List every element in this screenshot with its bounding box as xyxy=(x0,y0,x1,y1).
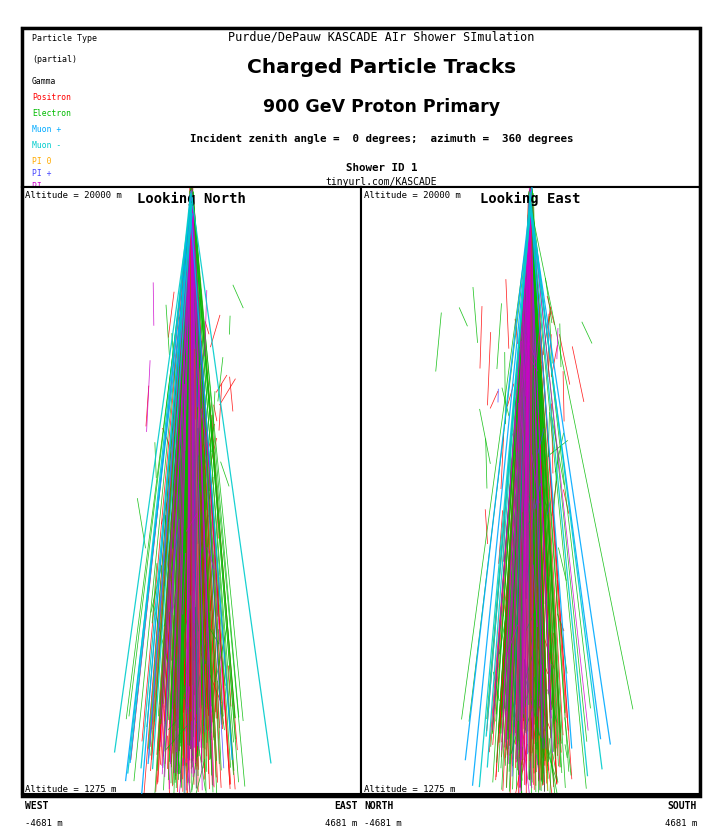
Text: Altitude = 1275 m: Altitude = 1275 m xyxy=(365,784,456,793)
Text: Charged Particle Tracks: Charged Particle Tracks xyxy=(247,58,516,77)
Text: PI +: PI + xyxy=(32,169,51,178)
Text: -4681 m: -4681 m xyxy=(365,818,402,828)
Text: -4681 m: -4681 m xyxy=(25,818,63,828)
Text: Purdue/DePauw KASCADE AIr Shower SImulation: Purdue/DePauw KASCADE AIr Shower SImulat… xyxy=(228,31,534,43)
Text: Altitude = 20000 m: Altitude = 20000 m xyxy=(25,191,122,200)
Text: Looking North: Looking North xyxy=(137,191,245,206)
Text: Muon +: Muon + xyxy=(32,125,61,134)
Text: (partial): (partial) xyxy=(32,54,77,64)
Text: Gamma: Gamma xyxy=(32,77,56,86)
Text: PI 0: PI 0 xyxy=(32,156,51,166)
Text: Incident zenith angle =  0 degrees;  azimuth =  360 degrees: Incident zenith angle = 0 degrees; azimu… xyxy=(190,134,573,144)
Text: Shower ID 1: Shower ID 1 xyxy=(346,163,417,173)
Text: 4681 m: 4681 m xyxy=(665,818,697,828)
Text: WEST: WEST xyxy=(25,800,48,810)
Text: tinyurl.com/KASCADE: tinyurl.com/KASCADE xyxy=(326,176,438,186)
Text: Altitude = 1275 m: Altitude = 1275 m xyxy=(25,784,116,793)
Text: 4681 m: 4681 m xyxy=(326,818,357,828)
Text: PI -: PI - xyxy=(32,181,51,191)
Text: EAST: EAST xyxy=(334,800,357,810)
Text: Positron: Positron xyxy=(32,93,71,102)
Text: NORTH: NORTH xyxy=(365,800,393,810)
Text: Proton: Proton xyxy=(32,197,61,206)
Text: Altitude = 20000 m: Altitude = 20000 m xyxy=(365,191,461,200)
Text: SOUTH: SOUTH xyxy=(668,800,697,810)
Text: Particle Type: Particle Type xyxy=(32,34,97,43)
Text: 900 GeV Proton Primary: 900 GeV Proton Primary xyxy=(263,98,500,115)
Text: Muon -: Muon - xyxy=(32,140,61,150)
Text: Looking East: Looking East xyxy=(480,191,581,206)
Text: Electron: Electron xyxy=(32,109,71,118)
